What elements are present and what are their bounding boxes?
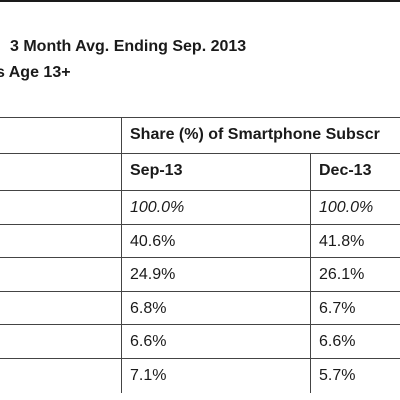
sep-13-value: 100.0% [122, 191, 311, 225]
period-subtitle: 3 Month Avg. Ending Sep. 2013 [10, 38, 247, 55]
table-row: 100.0% 100.0% [0, 190, 400, 225]
row-label-cell [0, 225, 122, 258]
sep-13-value: 40.6% [122, 225, 311, 258]
row-label-cell [0, 359, 122, 393]
table-row: 6.8% 6.7% [0, 291, 400, 325]
table-column-header-row: Sep-13 Dec-13 [0, 153, 400, 191]
row-label-cell [0, 292, 122, 325]
table-row: 7.1% 5.7% [0, 358, 400, 393]
row-label-cell [0, 191, 122, 225]
column-header-sep-13: Sep-13 [122, 154, 311, 191]
sep-13-value: 24.9% [122, 258, 311, 292]
dec-13-value: 6.7% [319, 300, 356, 317]
dec-13-value: 26.1% [319, 266, 365, 283]
sep-13-value: 6.8% [122, 292, 311, 325]
empty-header-cell [0, 118, 122, 154]
table-row: 24.9% 26.1% [0, 257, 400, 292]
row-label-cell [0, 258, 122, 292]
dec-13-value: 41.8% [319, 233, 365, 250]
dec-13-value: 6.6% [319, 333, 356, 350]
sep-13-value: 6.6% [122, 325, 311, 359]
table-group-header-row: Share (%) of Smartphone Subscr [0, 117, 400, 154]
empty-header-cell [0, 154, 122, 191]
sep-13-value: 7.1% [122, 359, 311, 393]
audience-subtitle: s Age 13+ [0, 64, 71, 81]
row-label-cell [0, 325, 122, 359]
share-group-header: Share (%) of Smartphone Subscr [130, 126, 380, 143]
top-rule [0, 0, 400, 2]
dec-13-value: 5.7% [319, 367, 356, 384]
dec-13-value: 100.0% [319, 199, 374, 216]
table-row: 6.6% 6.6% [0, 324, 400, 359]
column-header-dec-13: Dec-13 [319, 162, 372, 179]
table-row: 40.6% 41.8% [0, 224, 400, 258]
